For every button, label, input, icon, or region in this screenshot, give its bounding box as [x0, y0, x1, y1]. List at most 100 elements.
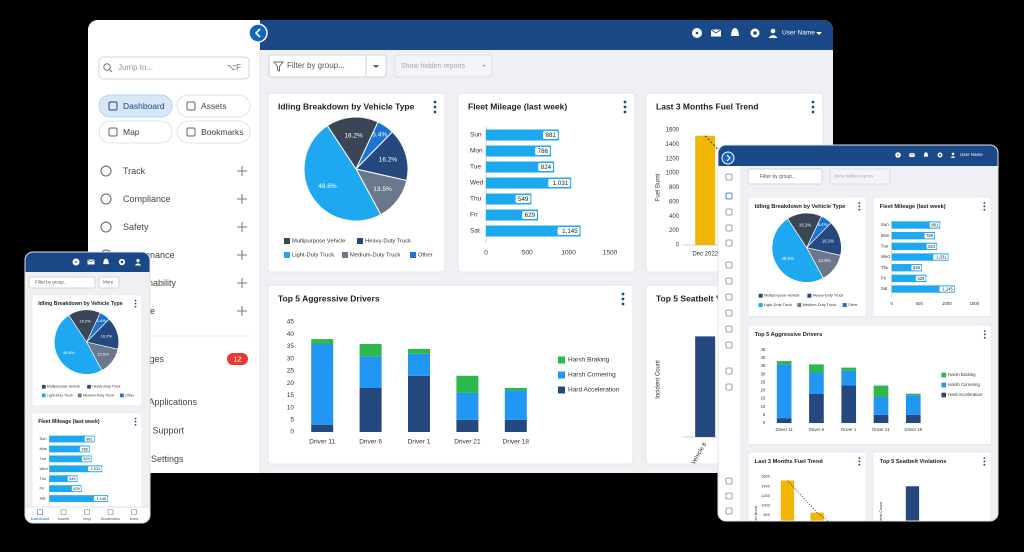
value-label: 1,031 [91, 467, 101, 471]
bar [810, 512, 824, 521]
widget-menu[interactable] [858, 457, 861, 466]
widget-menu[interactable] [983, 202, 986, 211]
y-axis-label: Incident Count [656, 360, 662, 399]
bottom-nav-label: Assets [58, 517, 69, 521]
quick-link[interactable]: Dashboard [98, 94, 173, 118]
x-tick-label: Driver 11 [309, 439, 335, 446]
quick-link[interactable]: Bookmarks [176, 120, 251, 144]
side-icon[interactable] [725, 477, 733, 485]
quick-link[interactable]: Assets [176, 94, 251, 118]
menu-dot [983, 463, 986, 466]
side-icon[interactable] [725, 507, 733, 515]
user-body [768, 35, 778, 38]
bell-icon[interactable] [923, 152, 929, 157]
nav-item[interactable]: Compliance [100, 193, 247, 205]
search-icon-handle [109, 69, 113, 73]
quick-link-pill [176, 94, 251, 118]
category-label: Mon [39, 446, 47, 451]
bar [891, 285, 955, 293]
side-icon[interactable] [725, 309, 733, 317]
widget-menu[interactable] [134, 299, 137, 308]
x-tick-label: Driver 21 [454, 439, 481, 446]
hidden-reports-button[interactable]: Show hidden reports [394, 54, 493, 78]
y-tick-label: 5 [290, 416, 294, 423]
bar-segment [359, 356, 382, 388]
widget-menu[interactable] [433, 100, 437, 114]
widget-menu[interactable] [983, 330, 986, 339]
bottom-nav-item[interactable]: Map [83, 509, 91, 522]
legend-label: Medium-Duty Truck [83, 393, 114, 397]
nav-item[interactable]: Track [100, 165, 247, 177]
side-icon[interactable] [725, 224, 733, 232]
filter-dropdown[interactable]: Filter by group... [268, 54, 387, 78]
search-box[interactable]: Jump to... ⌥F [98, 56, 250, 80]
quick-link-icon [186, 101, 196, 111]
slice-label: 13.5% [373, 186, 392, 193]
widget-menu[interactable] [811, 100, 815, 114]
side-icon[interactable] [725, 192, 733, 200]
menu-dot [983, 330, 986, 332]
y-tick-label: 10 [761, 404, 766, 409]
user-name[interactable]: User Name [960, 152, 983, 157]
value-label-bg [522, 211, 537, 219]
widget: Idling Breakdown by Vehicle Type 5.4% Othe… [31, 294, 143, 407]
side-icon[interactable] [725, 208, 733, 216]
collapse-button[interactable] [248, 23, 268, 43]
side-icon[interactable] [725, 293, 733, 301]
quick-link-pill [98, 94, 173, 118]
widget-menu[interactable] [983, 457, 986, 466]
widget-menu[interactable] [621, 292, 625, 306]
filter-dropdown[interactable]: Filter by group... [28, 276, 96, 289]
expand-button[interactable] [721, 151, 735, 165]
value-label: 549 [518, 196, 529, 203]
bar-segment [456, 392, 479, 420]
widget-menu[interactable] [134, 417, 137, 426]
y-tick-label: 10 [287, 404, 295, 411]
side-icon[interactable] [725, 325, 733, 333]
widget-menu[interactable] [858, 202, 861, 211]
nav-item[interactable]: Safety [100, 221, 247, 233]
bottom-nav-item[interactable]: Bookmarks [101, 509, 120, 522]
side-icon[interactable] [725, 173, 733, 181]
bar-segment [809, 372, 824, 394]
tablet-screen: User Name Filter by group... Show hidden… [718, 145, 998, 521]
bottom-nav-item[interactable]: Assets [58, 509, 69, 522]
widget-menu[interactable] [623, 100, 627, 114]
side-icon[interactable] [725, 277, 733, 285]
user-head[interactable] [136, 258, 140, 263]
filter-field [28, 276, 96, 289]
y-tick-label: 400 [669, 214, 680, 220]
bell-icon[interactable] [103, 258, 109, 265]
bottom-nav-item[interactable]: More [130, 509, 139, 522]
y-axis-label: Fuel Burnt [656, 173, 662, 201]
hidden-reports-button[interactable]: Show hidden reports [829, 168, 891, 185]
user-body [134, 263, 142, 266]
more-button[interactable]: More [98, 276, 120, 289]
user-head[interactable] [770, 28, 776, 34]
x-tick-label: Driver 18 [503, 439, 530, 446]
user-head[interactable] [951, 152, 955, 156]
pie-slice [787, 212, 822, 249]
legend-swatch [77, 393, 82, 398]
side-icon[interactable] [725, 341, 733, 349]
value-label: 786 [81, 447, 87, 451]
side-icon[interactable] [725, 261, 733, 269]
side-icon[interactable] [725, 239, 733, 247]
bar [49, 455, 92, 463]
menu-dot [623, 105, 627, 109]
menu-dot [134, 299, 137, 302]
bottom-nav-item[interactable]: Dashboard [31, 509, 50, 522]
side-icon[interactable] [725, 367, 733, 375]
legend-swatch [758, 303, 763, 308]
filter-dropdown[interactable]: Filter by group... [747, 168, 823, 185]
widget-title: Fleet Mileage (last week) [38, 419, 100, 425]
value-label-bg [79, 446, 90, 452]
quick-link[interactable]: Map [98, 120, 173, 144]
side-icon[interactable] [725, 383, 733, 391]
menu-dot [983, 336, 986, 339]
bar [486, 225, 581, 237]
bell-icon[interactable] [731, 28, 739, 36]
user-name[interactable]: User Name [782, 30, 815, 37]
side-icon[interactable] [725, 492, 733, 500]
